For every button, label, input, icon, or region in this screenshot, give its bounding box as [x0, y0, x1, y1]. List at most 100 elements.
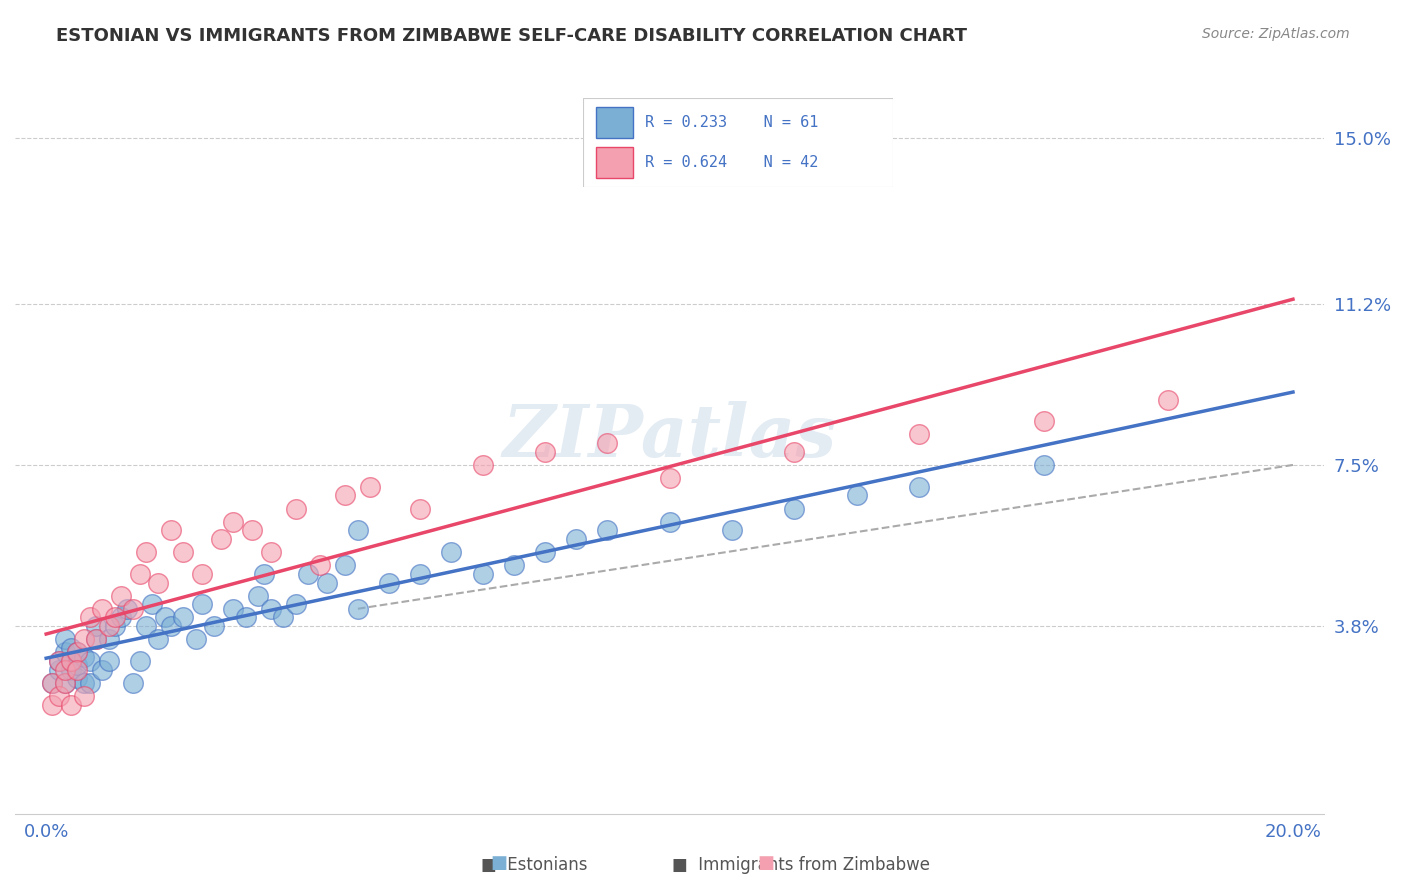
Point: [378, 575, 401, 590]
Point: [135, 545, 157, 559]
Point: [104, 619, 127, 633]
Point: [91, 663, 114, 677]
Point: [53, 676, 76, 690]
Point: [122, 601, 145, 615]
Point: [72, 689, 94, 703]
Text: ■  Immigrants from Zimbabwe: ■ Immigrants from Zimbabwe: [672, 856, 931, 874]
Point: [41, 698, 63, 712]
Text: R = 0.233    N = 61: R = 0.233 N = 61: [645, 115, 818, 129]
Point: [128, 654, 150, 668]
Point: [596, 524, 619, 538]
Point: [72, 649, 94, 664]
Point: [53, 663, 76, 677]
Point: [84, 632, 107, 647]
Point: [79, 654, 101, 668]
Point: [191, 566, 214, 581]
Point: [565, 532, 588, 546]
Point: [658, 515, 681, 529]
Point: [172, 545, 194, 559]
Point: [66, 645, 89, 659]
Point: [66, 663, 89, 677]
Point: [247, 589, 270, 603]
Point: [297, 566, 319, 581]
Point: [53, 645, 76, 659]
Point: [259, 545, 281, 559]
Point: [97, 619, 120, 633]
Point: [359, 480, 381, 494]
Point: [97, 654, 120, 668]
Point: [315, 575, 337, 590]
Text: ■  Estonians: ■ Estonians: [481, 856, 588, 874]
Point: [60, 663, 83, 677]
Point: [347, 601, 370, 615]
Point: [48, 663, 70, 677]
Point: [160, 524, 183, 538]
Point: [1032, 414, 1054, 428]
Point: [347, 524, 370, 538]
Point: [72, 676, 94, 690]
Point: [471, 458, 494, 472]
Point: [409, 566, 432, 581]
Point: [172, 610, 194, 624]
Point: [41, 676, 63, 690]
Point: [72, 632, 94, 647]
Point: [66, 658, 89, 673]
Point: [79, 676, 101, 690]
Point: [335, 558, 357, 573]
Point: [284, 598, 307, 612]
Point: [160, 619, 183, 633]
Text: R = 0.624    N = 42: R = 0.624 N = 42: [645, 155, 818, 169]
Point: [502, 558, 524, 573]
Text: ZIPatlas: ZIPatlas: [502, 401, 837, 472]
Point: [409, 501, 432, 516]
Point: [48, 689, 70, 703]
Point: [534, 445, 557, 459]
Point: [440, 545, 463, 559]
Point: [53, 676, 76, 690]
Point: [908, 480, 931, 494]
Point: [48, 654, 70, 668]
Point: [53, 632, 76, 647]
Point: [153, 610, 176, 624]
Point: [79, 610, 101, 624]
FancyBboxPatch shape: [583, 98, 893, 187]
Point: [148, 632, 170, 647]
Point: [1157, 392, 1180, 407]
Point: [222, 601, 245, 615]
Point: [60, 640, 83, 655]
FancyBboxPatch shape: [596, 147, 633, 178]
Point: [222, 515, 245, 529]
Point: [84, 632, 107, 647]
Point: [783, 445, 806, 459]
Point: [60, 654, 83, 668]
Point: [596, 436, 619, 450]
Point: [209, 532, 232, 546]
Point: [204, 619, 226, 633]
FancyBboxPatch shape: [596, 107, 633, 138]
Point: [41, 676, 63, 690]
Point: [471, 566, 494, 581]
Point: [97, 632, 120, 647]
Point: [128, 566, 150, 581]
Point: [721, 524, 744, 538]
Point: [534, 545, 557, 559]
Point: [908, 427, 931, 442]
Point: [845, 488, 868, 502]
Point: [184, 632, 207, 647]
Point: [259, 601, 281, 615]
Point: [135, 619, 157, 633]
Point: [141, 598, 163, 612]
Point: [115, 601, 138, 615]
Point: [240, 524, 263, 538]
Point: [235, 610, 257, 624]
Text: Source: ZipAtlas.com: Source: ZipAtlas.com: [1202, 27, 1350, 41]
Point: [253, 566, 276, 581]
Point: [1032, 458, 1054, 472]
Point: [66, 672, 89, 686]
Point: [271, 610, 294, 624]
Point: [104, 610, 127, 624]
Point: [60, 698, 83, 712]
Point: [91, 601, 114, 615]
Text: ESTONIAN VS IMMIGRANTS FROM ZIMBABWE SELF-CARE DISABILITY CORRELATION CHART: ESTONIAN VS IMMIGRANTS FROM ZIMBABWE SEL…: [56, 27, 967, 45]
Point: [60, 654, 83, 668]
